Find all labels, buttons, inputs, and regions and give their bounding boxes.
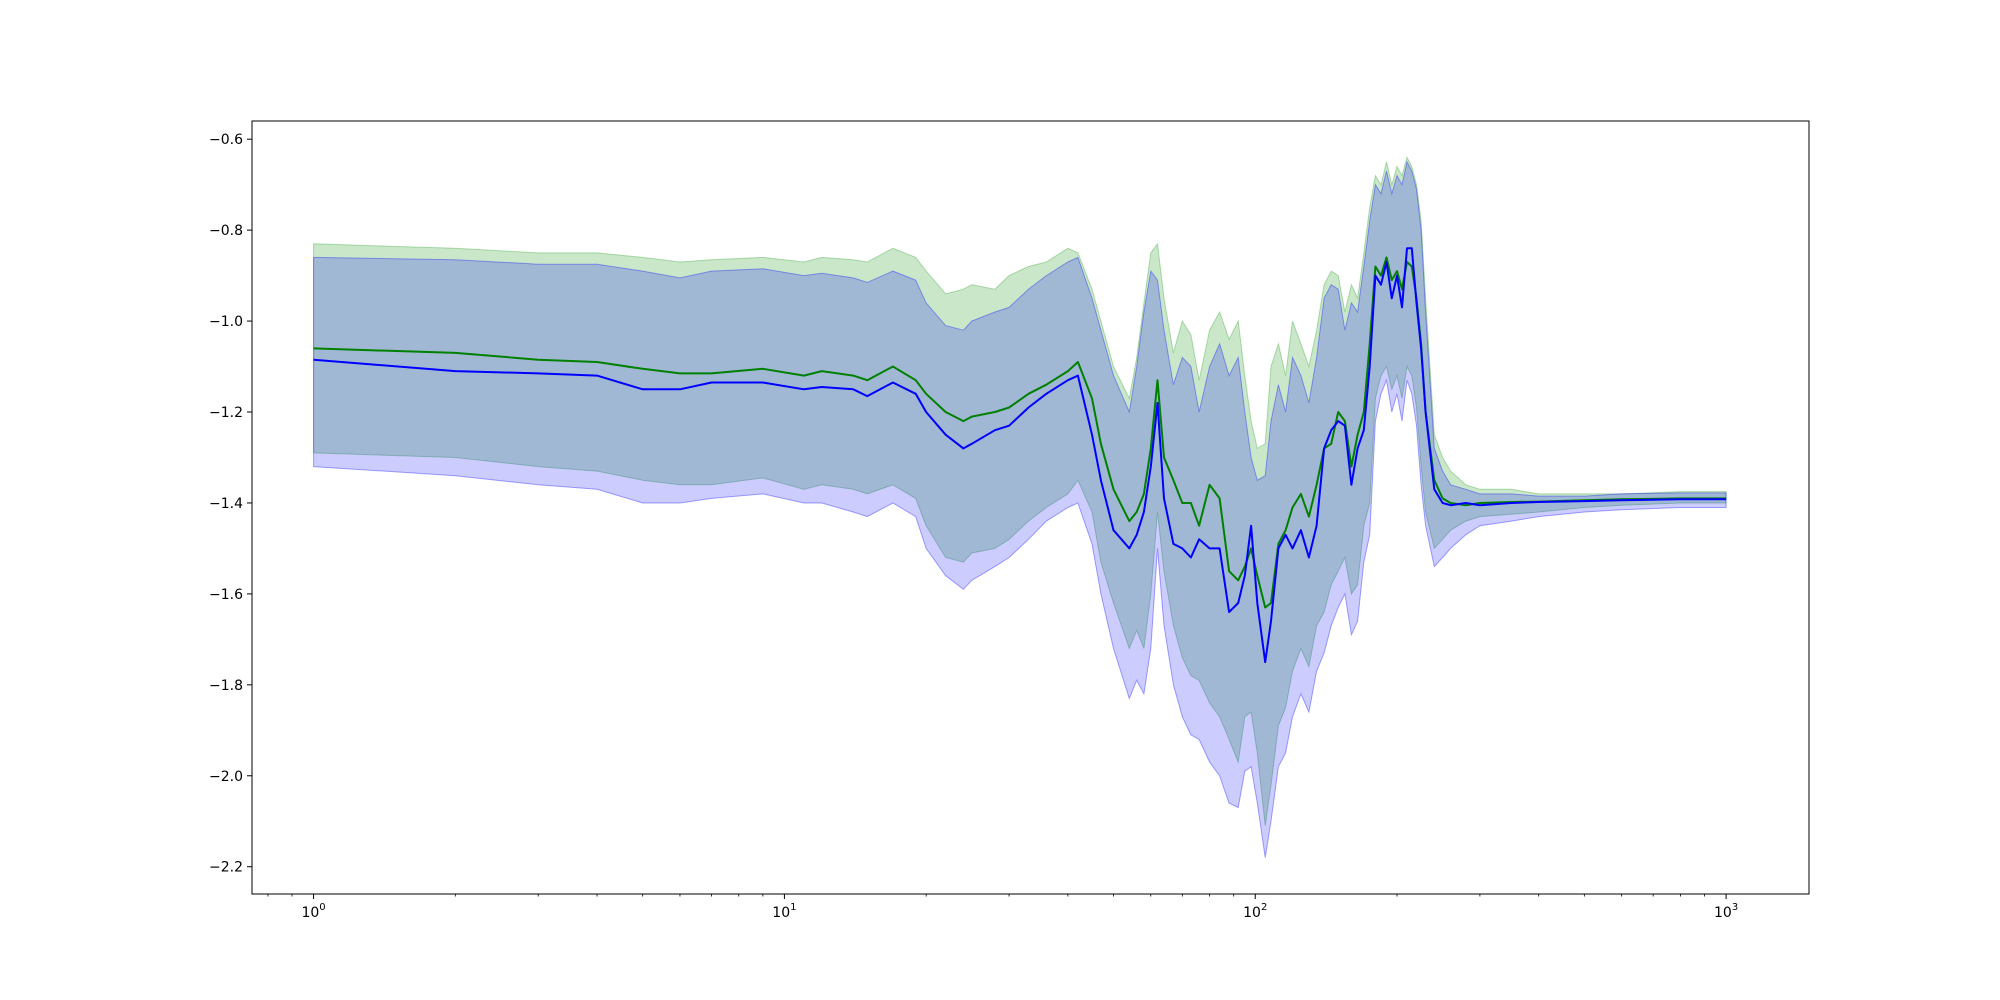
x-tick-base: 10: [772, 905, 790, 921]
y-tick-label: −1.4: [209, 496, 243, 512]
y-tick-label: −2.0: [209, 769, 243, 785]
y-tick-label: −1.0: [209, 314, 243, 330]
y-tick-label: −1.6: [209, 587, 243, 603]
x-tick-exponent: 3: [1732, 902, 1738, 913]
x-tick-label: 103: [1714, 902, 1738, 921]
plot-area: [313, 156, 1727, 858]
x-tick-exponent: 2: [1261, 902, 1267, 913]
plot-frame: [251, 120, 1810, 895]
y-tick-label: −0.6: [209, 132, 243, 148]
y-tick-label: −2.2: [209, 860, 243, 876]
x-tick-exponent: 0: [319, 902, 325, 913]
x-axis: 100 101 102 103: [267, 894, 1738, 921]
series-lines: [313, 247, 1727, 664]
x-tick-base: 10: [301, 905, 319, 921]
series-2-line: [313, 247, 1727, 664]
x-tick-exponent: 1: [790, 902, 796, 913]
y-tick-label: −1.8: [209, 678, 243, 694]
y-axis: −0.6 −0.8 −1.0 −1.2 −1.4 −1.6 −1.8 −2.0 −2.2: [209, 132, 252, 876]
x-tick-label: 100: [301, 902, 325, 921]
x-tick-base: 10: [1714, 905, 1732, 921]
y-tick-label: −0.8: [209, 223, 243, 239]
series-2-band: [313, 160, 1727, 858]
x-tick-base: 10: [1243, 905, 1261, 921]
x-tick-label: 102: [1243, 902, 1267, 921]
y-tick-label: −1.2: [209, 405, 243, 421]
x-tick-label: 101: [772, 902, 796, 921]
